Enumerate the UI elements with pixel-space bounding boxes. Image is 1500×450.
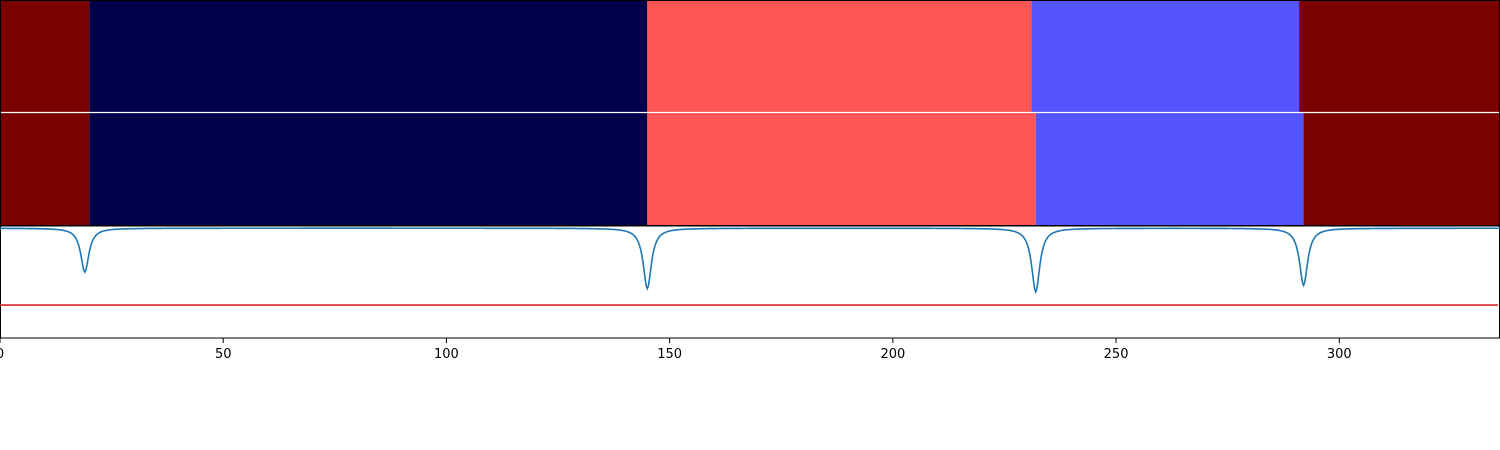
x-tick-label-150: 150 <box>657 347 682 362</box>
x-tick-label-300: 300 <box>1327 347 1352 362</box>
segment-bar-row1-5 <box>1299 0 1500 113</box>
segment-bar-row2-5 <box>1303 112 1500 226</box>
segment-row-2 <box>0 112 1500 226</box>
x-tick-label-100: 100 <box>434 347 459 362</box>
segment-bar-row1-1 <box>0 0 90 113</box>
x-tick-label-200: 200 <box>880 347 905 362</box>
signal-panel-frame <box>0 225 1500 339</box>
segment-row-1 <box>0 0 1500 113</box>
segment-bar-row2-3 <box>647 112 1036 226</box>
segment-bar-row2-4 <box>1035 112 1304 226</box>
x-tick-label-50: 50 <box>215 347 232 362</box>
segment-bar-row1-2 <box>89 0 648 113</box>
x-tick-label-0: 0 <box>0 347 4 362</box>
signal-panel <box>0 225 1500 339</box>
segment-bar-row1-3 <box>647 0 1032 113</box>
segment-bar-row1-4 <box>1031 0 1300 113</box>
x-axis: 0 50 100 150 200 250 300 <box>0 338 1352 362</box>
x-tick-label-250: 250 <box>1104 347 1129 362</box>
segment-bar-row2-2 <box>89 112 648 226</box>
signal-line <box>0 227 1500 295</box>
segment-bar-row2-1 <box>0 112 90 226</box>
